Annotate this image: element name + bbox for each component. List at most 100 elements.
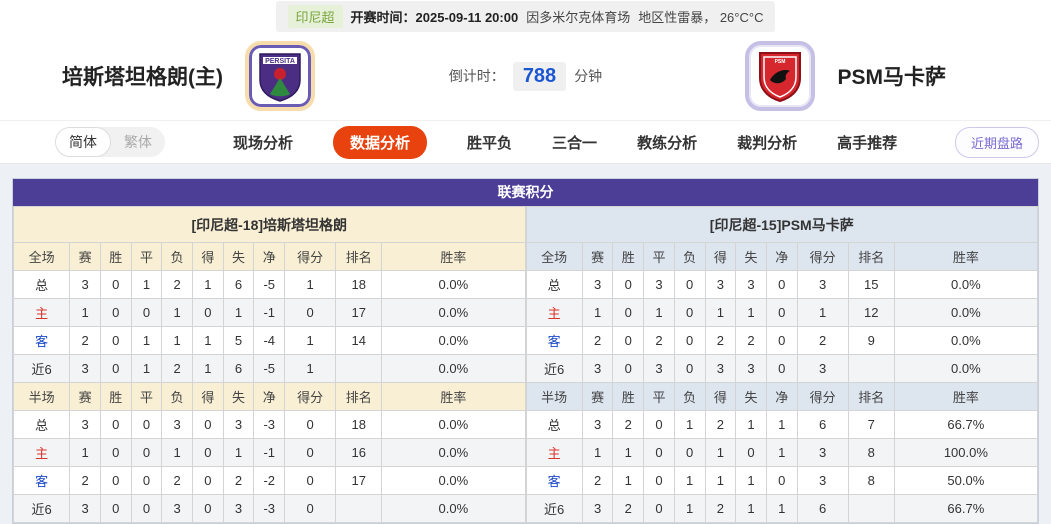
column-header-row: 全场赛胜平负得失净得分 排名 胜率 — [525, 242, 1039, 271]
stat-cell: 0 — [612, 354, 645, 383]
tab-referee-analysis[interactable]: 裁判分析 — [737, 134, 798, 152]
column-header: 得分 — [284, 382, 337, 411]
row-label: 主 — [12, 438, 71, 467]
stat-cell: 1 — [69, 438, 101, 467]
tab-three-in-one[interactable]: 三合一 — [552, 134, 598, 152]
column-header: 失 — [735, 382, 767, 411]
stat-cell: 1 — [284, 354, 337, 383]
tab-expert-picks[interactable]: 高手推荐 — [837, 134, 898, 152]
column-header: 胜率 — [381, 242, 526, 271]
stat-cell: 2 — [704, 494, 737, 523]
stat-cell: 8 — [847, 438, 895, 467]
weather: 地区性雷暴， 26°C°C — [638, 9, 764, 25]
venue: 因多米尔克体育场 — [526, 9, 631, 25]
stat-cell: 2 — [612, 410, 645, 439]
stat-cell: 0 — [612, 326, 645, 355]
stat-cell: 1 — [581, 298, 614, 327]
stat-cell: 2 — [69, 326, 101, 355]
stat-cell: 2 — [796, 326, 849, 355]
table-title: 联赛积分 — [13, 179, 1038, 206]
stat-cell: 0 — [99, 494, 132, 523]
kickoff-time: 2025-09-11 20:00 — [415, 9, 519, 25]
stat-cell — [335, 494, 383, 523]
away-team: PSM PSM马卡萨 — [745, 41, 946, 111]
table-row: 总 3 0 1 2 1 6 -5 1 18 0.0% — [12, 270, 526, 299]
stat-cell: -5 — [253, 270, 286, 299]
row-label: 总 — [12, 410, 71, 439]
language-toggle: 简体 繁体 — [55, 127, 165, 157]
stat-cell: 1 — [192, 326, 224, 355]
stat-cell: 0 — [130, 494, 163, 523]
stat-cell: 7 — [847, 410, 895, 439]
stat-cell: 3 — [581, 354, 614, 383]
svg-text:PERSITA: PERSITA — [265, 58, 295, 65]
column-header: 胜率 — [893, 242, 1039, 271]
column-header: 全场 — [12, 242, 71, 271]
stat-cell: 0.0% — [381, 326, 526, 355]
row-label: 客 — [12, 466, 71, 495]
table-row: 总 3 0 0 3 0 3 -3 0 18 0.0% — [12, 410, 526, 439]
column-header: 负 — [161, 242, 193, 271]
stat-cell: 3 — [69, 494, 101, 523]
stat-cell: 1 — [284, 270, 337, 299]
column-header: 得分 — [796, 382, 849, 411]
stat-cell: 0 — [673, 298, 706, 327]
table-row: 客 2 0 0 2 0 2 -2 0 17 0.0% — [12, 466, 526, 495]
stat-cell: 0.0% — [381, 438, 526, 467]
stat-cell: 0 — [643, 410, 675, 439]
stat-cell: 1 — [673, 410, 706, 439]
recent-odds-button[interactable]: 近期盘路 — [954, 126, 1039, 158]
row-label: 主 — [525, 298, 583, 327]
tab-win-draw-lose[interactable]: 胜平负 — [467, 134, 513, 152]
stat-cell: 0 — [643, 494, 675, 523]
stat-cell: -4 — [253, 326, 286, 355]
stat-cell: 18 — [335, 410, 383, 439]
column-header: 胜 — [99, 382, 132, 411]
tab-coach-analysis[interactable]: 教练分析 — [637, 134, 698, 152]
column-header-row: 半场赛胜平负得失净得分 排名 胜率 — [12, 382, 526, 411]
column-header: 平 — [130, 242, 163, 271]
home-table-header: [印尼超-18]培斯塔坦格朗 — [13, 206, 526, 243]
column-header: 胜 — [612, 382, 645, 411]
stat-cell: 2 — [704, 410, 737, 439]
column-header: 赛 — [69, 242, 101, 271]
row-label: 主 — [525, 438, 583, 467]
stat-cell: 0 — [130, 410, 163, 439]
stat-cell: 1 — [735, 410, 767, 439]
stat-cell: 66.7% — [893, 410, 1039, 439]
tab-live-analysis[interactable]: 现场分析 — [233, 134, 294, 152]
column-header: 得 — [192, 242, 224, 271]
column-header: 赛 — [69, 382, 101, 411]
stat-cell: -1 — [253, 438, 286, 467]
row-label: 近6 — [12, 494, 71, 523]
lang-traditional[interactable]: 繁体 — [124, 134, 152, 150]
stat-cell: 3 — [735, 354, 767, 383]
table-row: 客 2 0 2 0 2 2 0 2 9 0.0% — [525, 326, 1039, 355]
stat-cell: 0 — [643, 466, 675, 495]
table-row: 总 3 0 3 0 3 3 0 3 15 0.0% — [525, 270, 1039, 299]
lang-simplified[interactable]: 简体 — [55, 127, 111, 157]
tab-data-analysis[interactable]: 数据分析 — [333, 125, 428, 159]
stat-cell: 0 — [99, 298, 132, 327]
stat-cell: 0.0% — [381, 494, 526, 523]
stat-cell: 14 — [335, 326, 383, 355]
stat-cell: 2 — [581, 466, 614, 495]
stat-cell: 0 — [130, 438, 163, 467]
stat-cell: 2 — [735, 326, 767, 355]
stat-cell: 3 — [69, 270, 101, 299]
stat-cell: 1 — [161, 326, 193, 355]
stat-cell: 3 — [161, 494, 193, 523]
column-header: 胜率 — [381, 382, 526, 411]
column-header: 赛 — [581, 382, 614, 411]
stat-cell: 8 — [847, 466, 895, 495]
stat-cell: 3 — [581, 410, 614, 439]
stat-cell: 1 — [161, 438, 193, 467]
column-header: 排名 — [847, 382, 895, 411]
countdown: 倒计时： 788 分钟 — [411, 61, 641, 91]
stat-cell: 1 — [765, 494, 798, 523]
stat-cell: 0 — [673, 270, 706, 299]
home-team: 培斯塔坦格朗(主) PERSITA — [62, 41, 315, 111]
stat-cell: 16 — [335, 438, 383, 467]
column-header: 负 — [673, 382, 706, 411]
column-header: 胜 — [612, 242, 645, 271]
